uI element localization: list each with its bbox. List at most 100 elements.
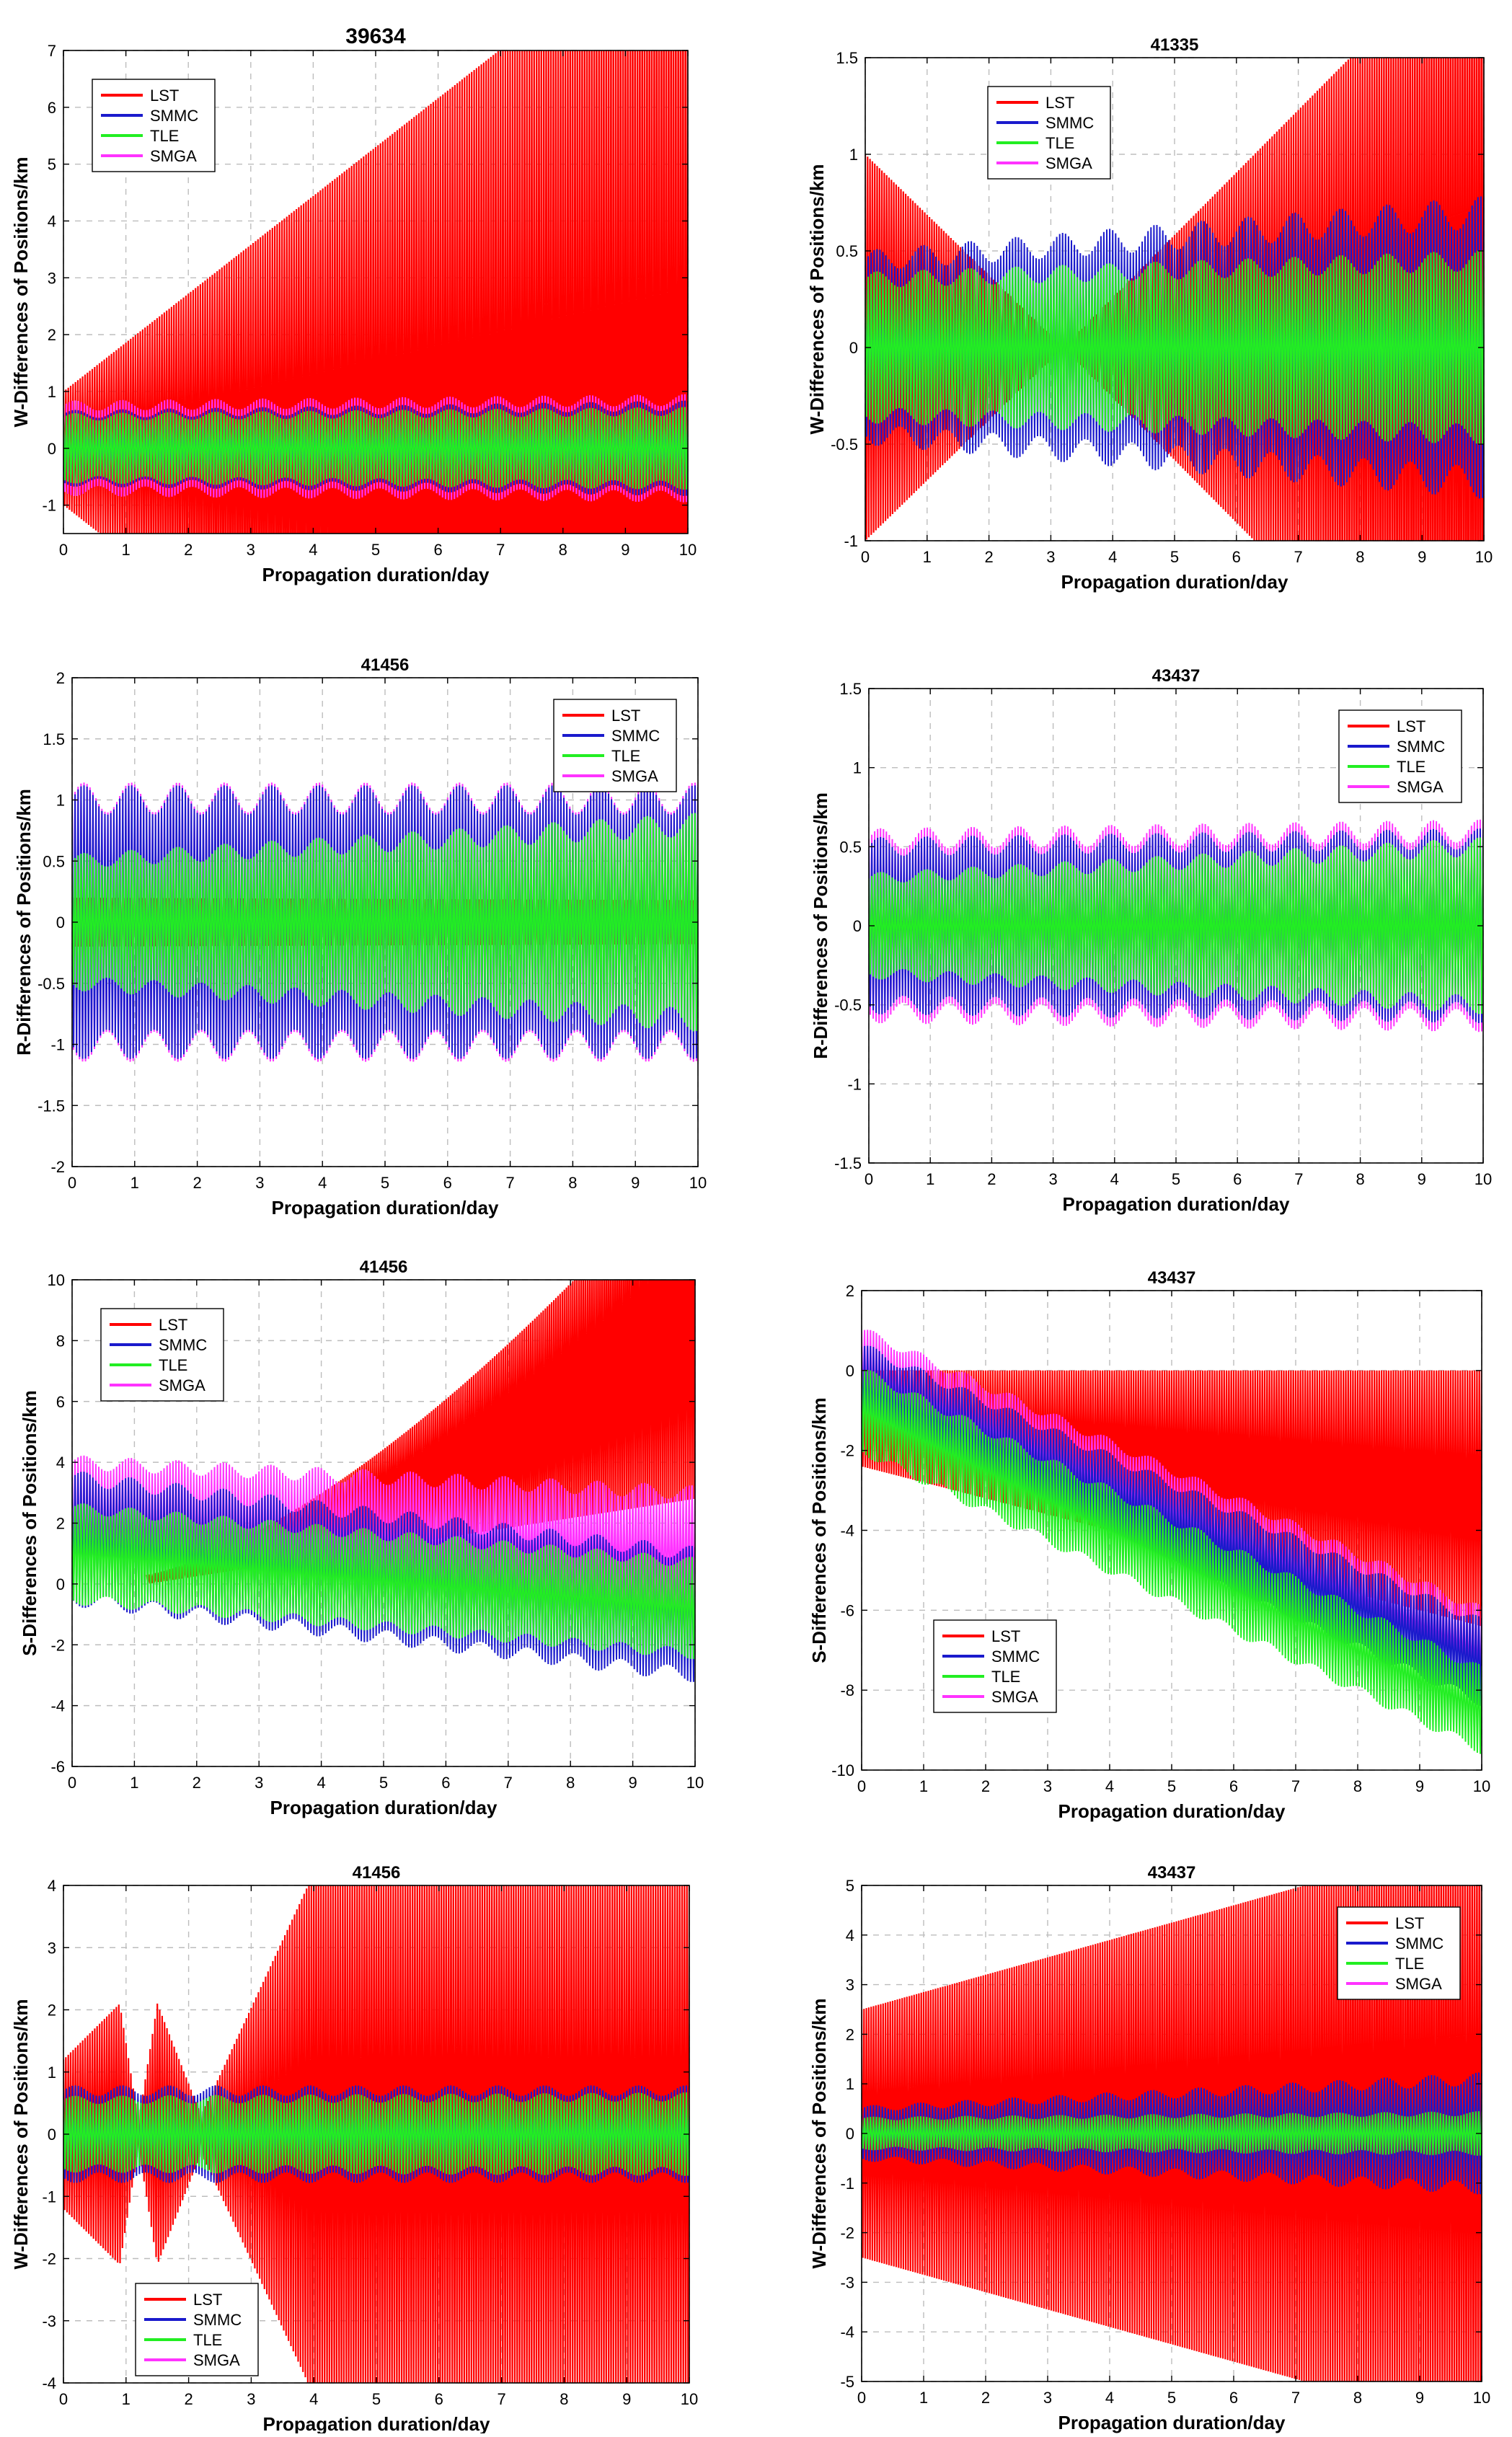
legend-label-smmc: SMMC — [193, 2311, 242, 2329]
chart-panel-1: 0 1 2 3 4 5 6 7 8 9 10 -1 0 1 2 3 4 5 6 7 39634 Propagation d… — [0, 22, 721, 606]
y-tick-label: -5 — [840, 2373, 854, 2391]
x-tick-label: 4 — [317, 1774, 325, 1792]
series-line-tle — [72, 813, 698, 1032]
series-line-tle — [869, 837, 1483, 1014]
series-line-tle — [72, 1503, 695, 1659]
series-line-tle — [862, 2111, 1482, 2156]
legend-label-smga: SMGA — [1395, 1975, 1442, 1993]
x-tick-label: 0 — [857, 1777, 866, 1795]
x-axis-label: Propagation duration/day — [270, 1797, 498, 1818]
y-tick-label: -3 — [42, 2312, 56, 2330]
x-tick-label: 9 — [1415, 1777, 1424, 1795]
x-tick-label: 1 — [923, 548, 932, 566]
x-tick-label: 3 — [255, 1174, 264, 1192]
legend-label-smmc: SMMC — [991, 1647, 1040, 1666]
y-tick-label: 0 — [56, 914, 65, 932]
legend-label-tle: TLE — [159, 1356, 187, 1374]
series-line-smga — [869, 819, 1483, 1032]
y-tick-label: -2 — [50, 1636, 65, 1654]
y-tick-label: 5 — [48, 156, 56, 174]
legend: LST SMMC TLE SMGA — [1338, 709, 1462, 803]
y-tick-label: -2 — [840, 2224, 854, 2242]
legend-label-smga: SMGA — [1045, 154, 1092, 172]
x-tick-label: 6 — [441, 1774, 450, 1792]
chart-panel-2: 0 1 2 3 4 5 6 7 8 9 10 -1 -0.5 0 0.5 1 1.5 41335 Propagati… — [757, 29, 1512, 606]
x-tick-label: 1 — [130, 1774, 138, 1792]
y-tick-label: 4 — [48, 212, 56, 230]
legend-label-smga: SMGA — [991, 1688, 1038, 1706]
legend-label-lst: LST — [150, 87, 179, 105]
y-tick-label: -6 — [50, 1758, 65, 1776]
y-tick-label: -4 — [42, 2374, 56, 2392]
y-tick-label: -1 — [42, 497, 56, 515]
x-tick-label: 7 — [1291, 2389, 1300, 2407]
series-line-tle — [63, 2092, 689, 2176]
y-tick-label: 8 — [56, 1332, 65, 1350]
x-tick-label: 2 — [981, 1777, 990, 1795]
y-axis-label: W-Differences of Positions/km — [808, 1998, 830, 2268]
y-axis-label: W-Differences of Positions/km — [10, 1999, 32, 2269]
x-tick-label: 3 — [1043, 1777, 1052, 1795]
x-tick-label: 2 — [984, 548, 993, 566]
y-tick-label: -4 — [840, 1522, 854, 1540]
y-tick-label: 6 — [56, 1393, 65, 1411]
y-tick-label: -2 — [50, 1158, 65, 1176]
y-tick-label: -3 — [840, 2273, 854, 2291]
x-tick-label: 6 — [1233, 1170, 1242, 1188]
series-line-tle — [862, 1369, 1482, 1754]
legend-label-tle: TLE — [193, 2331, 222, 2349]
legend-label-smmc: SMMC — [611, 727, 660, 745]
legend-label-smga: SMGA — [1397, 778, 1444, 796]
x-tick-label: 7 — [1294, 548, 1302, 566]
y-tick-label: 2 — [48, 326, 56, 344]
x-tick-label: 8 — [1356, 1170, 1364, 1188]
y-tick-label: -1 — [840, 2175, 854, 2193]
chart-svg: 0 1 2 3 4 5 6 7 8 9 10 -6 -4 -2 0 2 4 6 8 10 41456 Propagatio… — [19, 1257, 704, 1818]
y-tick-label: 0.5 — [839, 838, 862, 856]
x-tick-label: 4 — [1105, 2389, 1114, 2407]
chart-title: 41456 — [361, 655, 410, 675]
legend-label-tle: TLE — [1045, 134, 1074, 152]
x-tick-label: 7 — [1291, 1777, 1300, 1795]
legend-label-lst: LST — [611, 707, 640, 725]
series-line-smga — [862, 1330, 1482, 1694]
series-line-smga — [72, 1455, 695, 1622]
y-axis-label: W-Differences of Positions/km — [806, 164, 828, 434]
chart-title: 41335 — [1151, 35, 1199, 55]
chart-title: 43437 — [1148, 1268, 1196, 1288]
x-tick-label: 3 — [1043, 2389, 1052, 2407]
x-tick-label: 1 — [919, 1777, 928, 1795]
y-axis-label: S-Differences of Positions/km — [19, 1390, 40, 1655]
x-tick-label: 9 — [631, 1174, 640, 1192]
chart-svg: 0 1 2 3 4 5 6 7 8 9 10 -2 -1.5 -1 -0.5 0 0.5 1 1.5 2 41456 Pr… — [13, 655, 707, 1218]
chart-title: 43437 — [1152, 666, 1201, 686]
x-tick-label: 8 — [559, 541, 567, 559]
x-tick-label: 2 — [193, 1774, 201, 1792]
chart-svg: 0 1 2 3 4 5 6 7 8 9 10 -10 -8 -6 -4 -2 0 2 43437 Propagatio… — [808, 1268, 1490, 1822]
x-tick-label: 10 — [1475, 548, 1493, 566]
chart-panel-4: 0 1 2 3 4 5 6 7 8 9 10 -1.5 -1 -0.5 0 0.5 1 1.5 43437 Propa… — [757, 660, 1512, 1222]
x-tick-label: 4 — [318, 1174, 327, 1192]
y-tick-label: 6 — [48, 99, 56, 117]
legend-label-lst: LST — [193, 2291, 222, 2309]
x-tick-label: 10 — [679, 541, 697, 559]
y-axis-label: R-Differences of Positions/km — [13, 789, 35, 1056]
x-tick-label: 1 — [122, 2390, 131, 2408]
x-tick-label: 1 — [121, 541, 130, 559]
chart-panel-8: 0 1 2 3 4 5 6 7 8 9 10 -5 -4 -3 -2 -1 0 1 2 3 4 5 43437 Propaga… — [757, 1857, 1512, 2433]
legend-label-smmc: SMMC — [1397, 738, 1445, 756]
x-tick-label: 2 — [193, 1174, 201, 1192]
x-tick-label: 9 — [1415, 2389, 1424, 2407]
x-tick-label: 6 — [433, 541, 442, 559]
x-tick-label: 0 — [865, 1170, 873, 1188]
x-axis-label: Propagation duration/day — [1058, 2412, 1286, 2433]
x-tick-label: 10 — [686, 1774, 704, 1792]
x-tick-label: 3 — [247, 2390, 255, 2408]
y-tick-label: -8 — [840, 1681, 854, 1699]
y-tick-label: 2 — [846, 2025, 854, 2043]
x-axis-label: Propagation duration/day — [263, 2413, 490, 2433]
y-tick-label: 2 — [846, 1282, 854, 1300]
x-axis-label: Propagation duration/day — [1063, 1193, 1290, 1215]
y-tick-label: 0 — [48, 2126, 56, 2144]
x-tick-label: 4 — [309, 541, 317, 559]
